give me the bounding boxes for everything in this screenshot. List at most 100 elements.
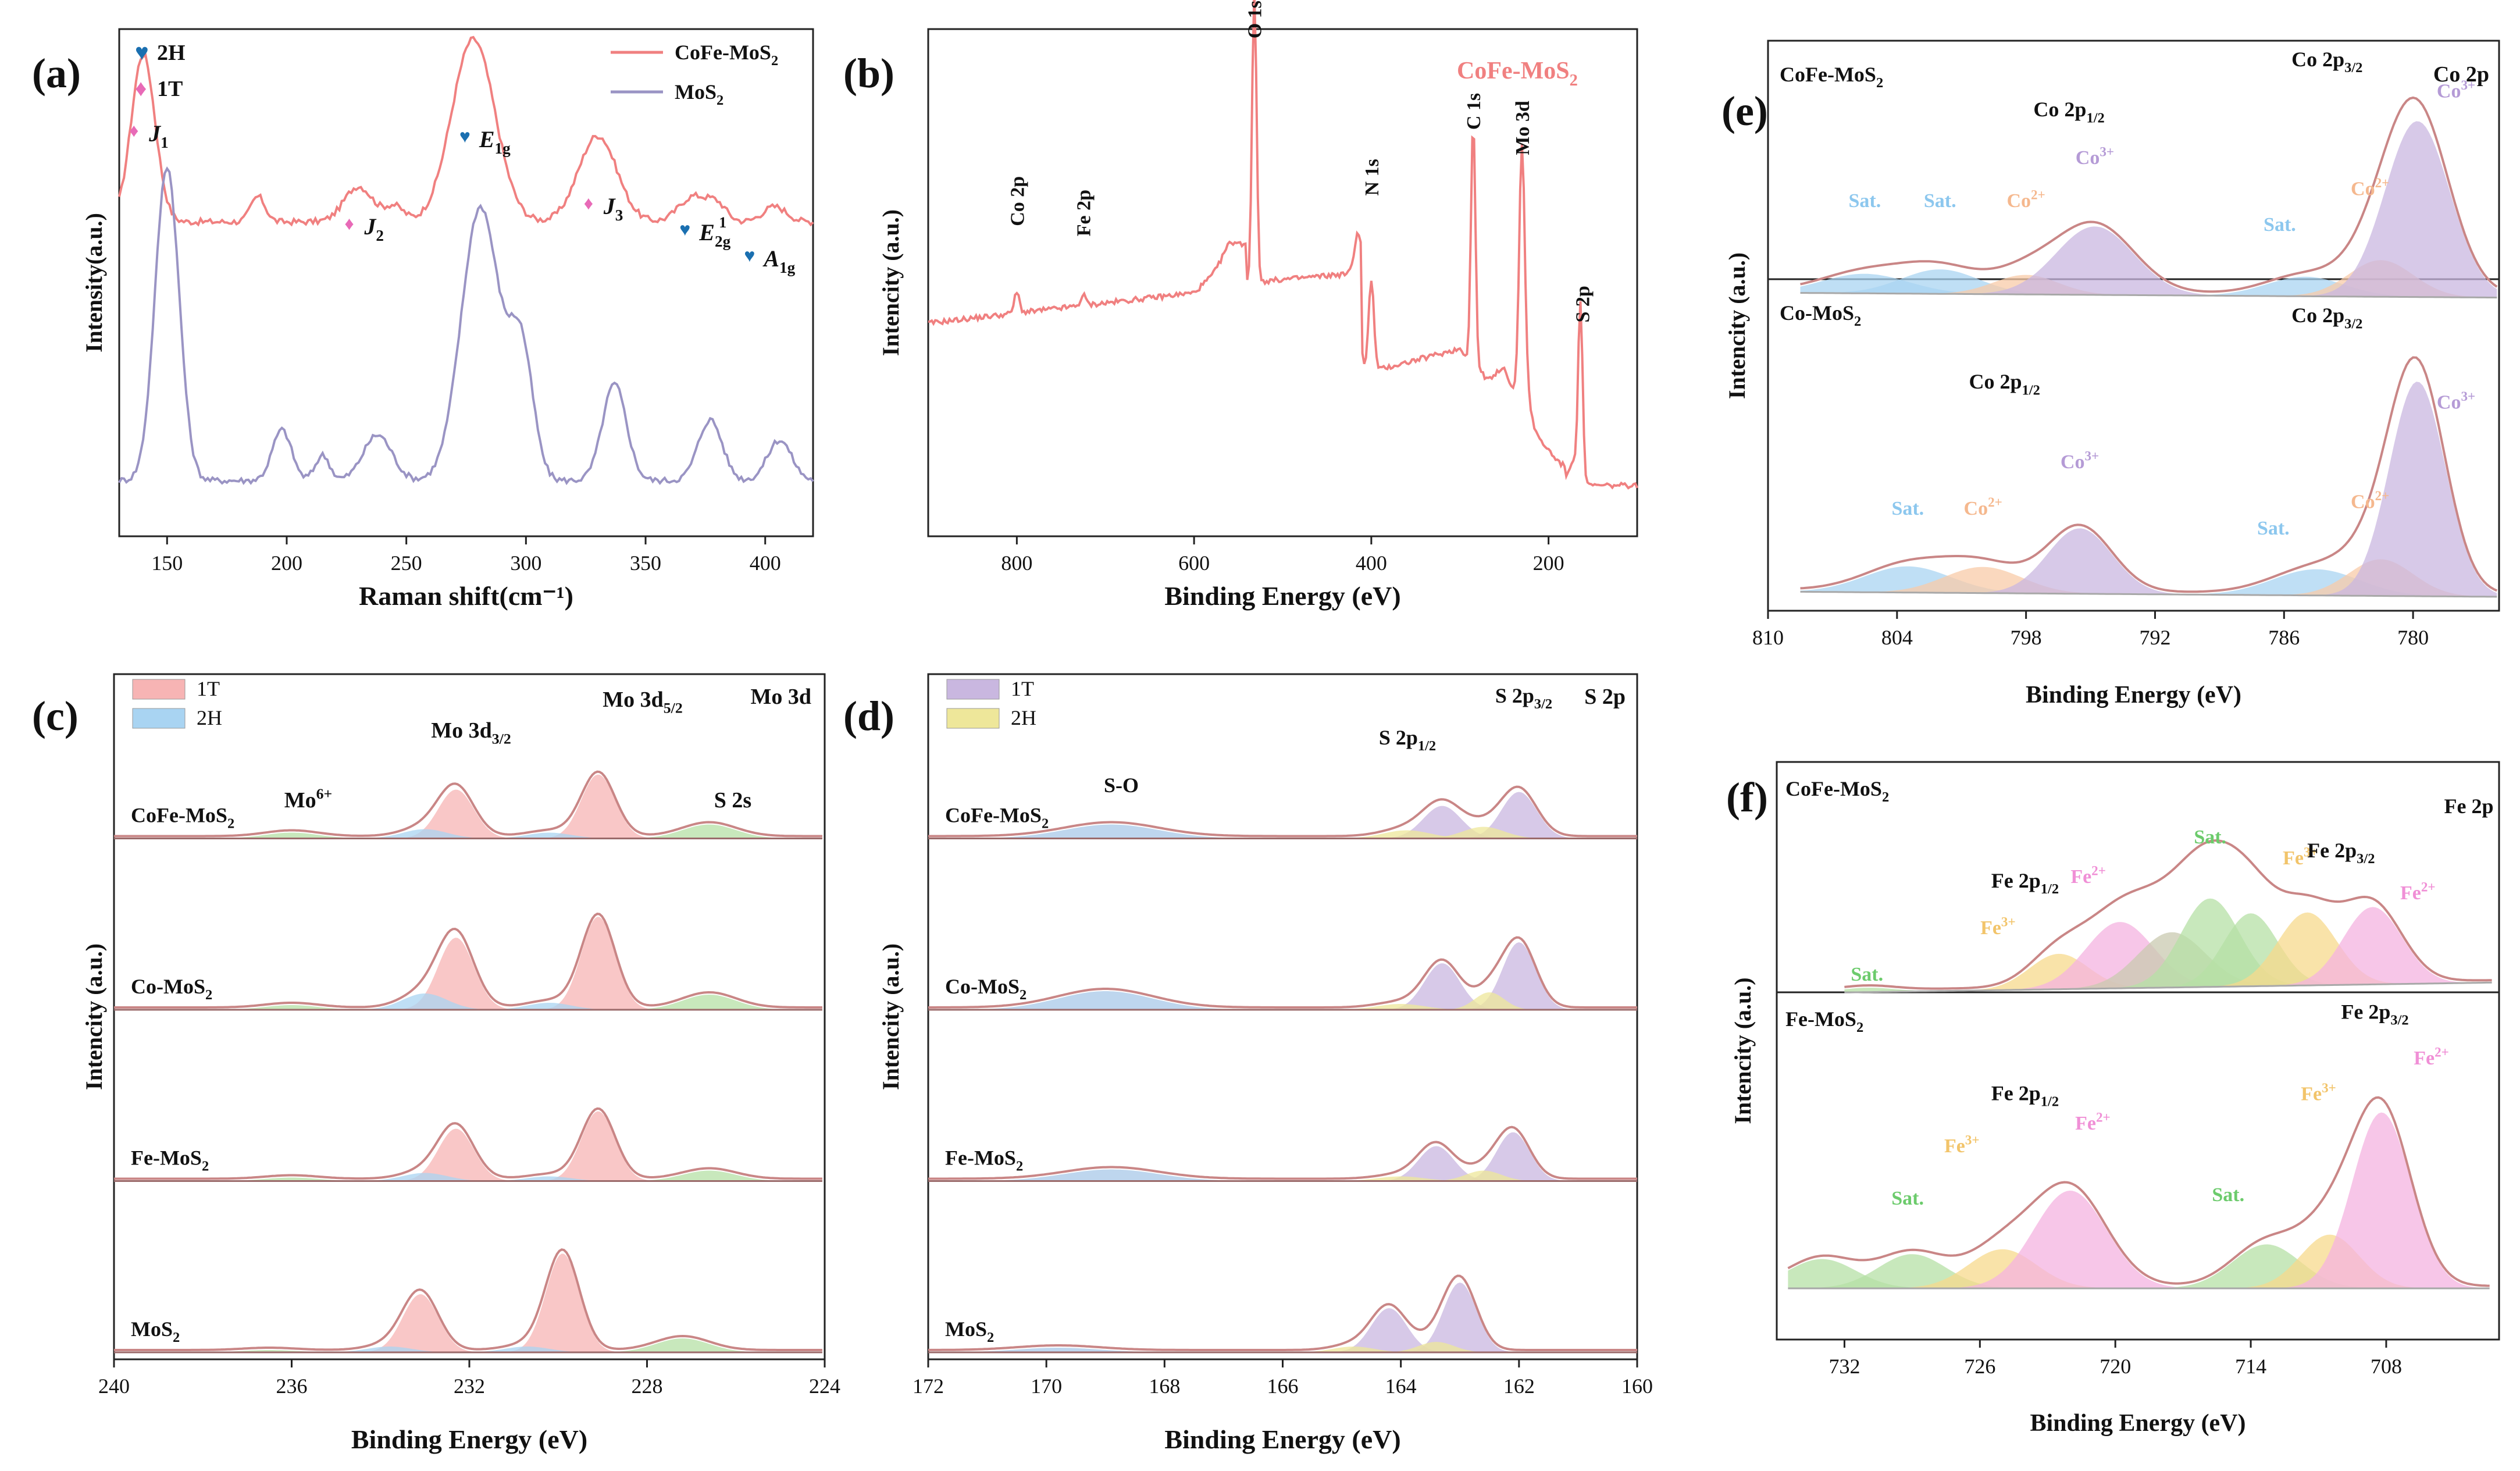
legend-label-1t: 1T bbox=[1011, 677, 1034, 700]
panel-c-corner-label: Mo 3d bbox=[751, 685, 812, 709]
panel-e-frame bbox=[1767, 40, 2500, 612]
panel-a-letter: (a) bbox=[32, 50, 81, 97]
peak-annotation: Fe2+ bbox=[2414, 1045, 2449, 1069]
component-peak bbox=[1800, 226, 2497, 298]
peak-annotation: Co2+ bbox=[2351, 176, 2389, 200]
component-peak bbox=[928, 1283, 1637, 1352]
component-peak bbox=[928, 992, 1637, 1010]
legend-swatch-1t bbox=[946, 679, 1000, 700]
component-peak bbox=[928, 1348, 1637, 1352]
peak-annotation: Sat. bbox=[1851, 964, 1883, 985]
peak-label: J2 bbox=[363, 213, 384, 244]
peak-annotation: Co 2p1/2 bbox=[1969, 370, 2040, 398]
x-tick-label: 172 bbox=[913, 1374, 944, 1398]
survey-peak-label: N 1s bbox=[1361, 159, 1383, 195]
component-peak bbox=[114, 1170, 825, 1181]
peak-annotation: Co2+ bbox=[2006, 187, 2045, 212]
raman-series-line bbox=[118, 166, 814, 486]
x-tick-label: 162 bbox=[1503, 1374, 1535, 1398]
survey-peak-label: Co 2p bbox=[1007, 176, 1028, 226]
peak-annotation: Sat. bbox=[2212, 1184, 2244, 1206]
component-peak bbox=[928, 824, 1637, 839]
peak-annotation: S 2p1/2 bbox=[1379, 726, 1436, 754]
panel-d-frame bbox=[927, 673, 1638, 1360]
legend-swatch-2h bbox=[946, 708, 1000, 729]
panel-a-xlabel: Raman shift(cm⁻¹) bbox=[359, 581, 573, 611]
peak-label: A1g bbox=[762, 245, 795, 276]
legend-marker-label: 2H bbox=[157, 41, 186, 65]
x-tick-label: 800 bbox=[1001, 551, 1032, 575]
peak-annotation: Fe3+ bbox=[1944, 1133, 1980, 1157]
x-tick-label: 228 bbox=[632, 1374, 663, 1398]
panel-d-letter: (d) bbox=[843, 693, 894, 739]
x-tick-label: 200 bbox=[271, 551, 302, 575]
survey-peak-label: O 1s bbox=[1245, 1, 1266, 38]
component-peak bbox=[1844, 907, 2492, 993]
peak-annotation: Mo 3d3/2 bbox=[431, 718, 511, 747]
envelope-line bbox=[928, 1125, 1637, 1180]
sample-label: CoFe-MoS2 bbox=[945, 804, 1049, 832]
survey-peak-label: Fe 2p bbox=[1074, 190, 1095, 236]
panel-b-letter: (b) bbox=[843, 50, 894, 97]
sample-label: CoFe-MoS2 bbox=[131, 804, 234, 832]
x-tick-label: 170 bbox=[1031, 1374, 1062, 1398]
component-peak bbox=[114, 1338, 825, 1352]
envelope-line bbox=[928, 1274, 1637, 1351]
peak-annotation: Sat. bbox=[1849, 190, 1881, 212]
legend-label-2h: 2H bbox=[1011, 706, 1036, 729]
peak-annotation: Co2+ bbox=[1964, 495, 2002, 519]
envelope-line bbox=[928, 785, 1637, 838]
panel-f-frame bbox=[1776, 761, 2500, 1341]
component-peak bbox=[1800, 567, 2497, 597]
peak-annotation: S 2s bbox=[714, 788, 751, 813]
peak-annotation: Fe2+ bbox=[2070, 863, 2106, 888]
sample-label: MoS2 bbox=[131, 1317, 180, 1345]
x-tick-label: 166 bbox=[1267, 1374, 1299, 1398]
envelope-line bbox=[928, 936, 1637, 1009]
envelope-line bbox=[1800, 96, 2498, 293]
x-tick-label: 300 bbox=[510, 551, 541, 575]
x-tick-label: 160 bbox=[1621, 1374, 1653, 1398]
envelope-line bbox=[1800, 356, 2498, 593]
peak-label-sup: 1 bbox=[719, 214, 726, 231]
x-tick-label: 792 bbox=[2139, 626, 2170, 649]
x-tick-label: 708 bbox=[2371, 1355, 2402, 1378]
peak-annotation: Fe2+ bbox=[2400, 879, 2436, 904]
x-tick-label: 726 bbox=[1964, 1355, 1995, 1378]
x-tick-label: 400 bbox=[1356, 551, 1387, 575]
raman-series-line bbox=[118, 35, 814, 227]
peak-annotation: Co3+ bbox=[2437, 78, 2475, 102]
survey-line bbox=[928, 0, 1638, 490]
heart-icon: ♥ bbox=[679, 219, 690, 240]
panel-f-ylabel: Intencity (a.u.) bbox=[1730, 977, 1756, 1124]
component-peak bbox=[114, 995, 825, 1010]
component-peak bbox=[928, 1170, 1637, 1181]
diamond-icon: ♦ bbox=[584, 193, 593, 213]
component-peak bbox=[928, 1342, 1637, 1352]
background-line bbox=[1844, 981, 2492, 993]
peak-annotation: S-O bbox=[1104, 774, 1139, 797]
component-peak bbox=[114, 832, 825, 839]
x-tick-label: 804 bbox=[1881, 626, 1913, 649]
peak-annotation: Fe 2p3/2 bbox=[2341, 1000, 2408, 1028]
peak-label: E2g bbox=[698, 219, 730, 250]
sample-label: Fe-MoS2 bbox=[1785, 1007, 1863, 1035]
legend-swatch-1t bbox=[132, 679, 186, 700]
component-peak bbox=[928, 1146, 1637, 1181]
panel-b-ylabel: Intencity (a.u.) bbox=[878, 209, 904, 356]
panel-b-series-label: CoFe-MoS2 bbox=[1457, 58, 1578, 90]
peak-annotation: Fe3+ bbox=[1980, 914, 2016, 939]
envelope-line bbox=[1787, 1096, 2490, 1287]
peak-annotation: Co2+ bbox=[2351, 489, 2389, 513]
peak-label: E1g bbox=[479, 126, 511, 157]
panel-c-letter: (c) bbox=[32, 693, 79, 739]
panel-d-ylabel: Intencity (a.u.) bbox=[878, 943, 904, 1090]
component-peak bbox=[114, 1005, 825, 1010]
peak-annotation: Sat. bbox=[1891, 498, 1924, 519]
sample-label: Fe-MoS2 bbox=[945, 1146, 1023, 1174]
peak-annotation: Co 2p3/2 bbox=[2291, 304, 2362, 332]
legend-line-label: CoFe-MoS2 bbox=[675, 41, 778, 69]
x-tick-label: 236 bbox=[276, 1374, 308, 1398]
panel-c-ylabel: Intencity (a.u.) bbox=[81, 943, 107, 1090]
